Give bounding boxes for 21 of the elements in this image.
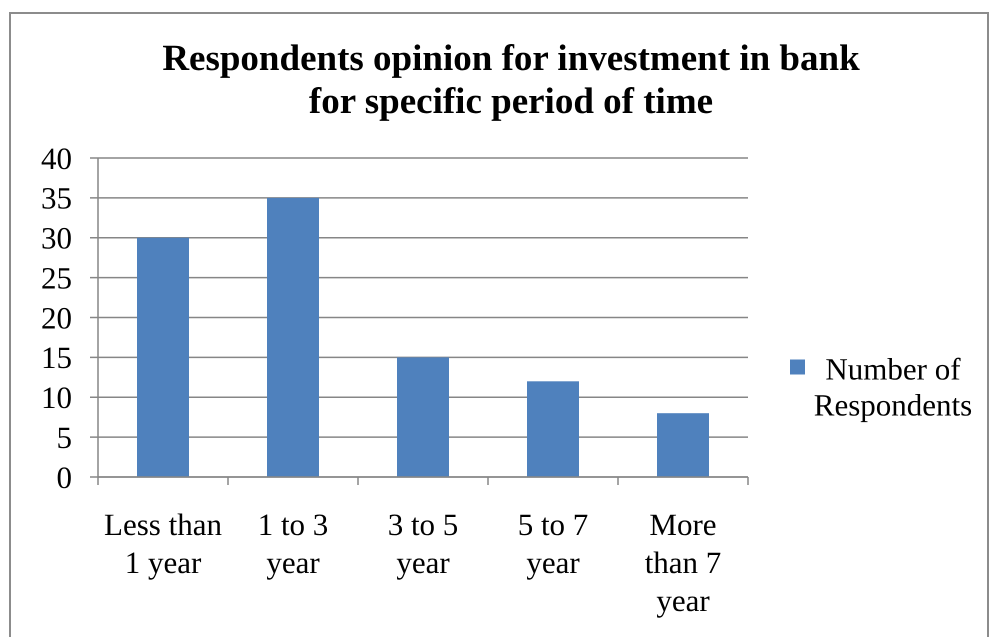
chart-title: Respondents opinion for investment in bank for specific period of time xyxy=(162,38,860,122)
y-tick-label: 0 xyxy=(56,460,72,495)
x-tick-label: 5 to 7 year xyxy=(518,507,588,580)
x-tick-label: 3 to 5 year xyxy=(388,507,458,580)
bar xyxy=(397,357,449,477)
y-tick-label: 5 xyxy=(56,420,72,455)
bar xyxy=(527,381,579,477)
x-tick-label: More than 7 year xyxy=(644,507,722,618)
y-tick-label: 20 xyxy=(41,300,72,336)
x-tick-label: Less than 1 year xyxy=(104,507,222,580)
y-tick-label: 35 xyxy=(41,180,72,216)
bar xyxy=(137,238,189,477)
y-tick-label: 25 xyxy=(41,260,72,296)
y-tick-label: 40 xyxy=(41,140,72,176)
y-tick-label: 30 xyxy=(41,220,72,256)
legend-label: Number of Respondents xyxy=(814,352,972,422)
y-tick-label: 10 xyxy=(41,380,72,416)
bar xyxy=(267,198,319,477)
y-tick-label: 15 xyxy=(41,340,72,376)
bar xyxy=(657,413,709,477)
x-tick-label: 1 to 3 year xyxy=(258,507,328,580)
